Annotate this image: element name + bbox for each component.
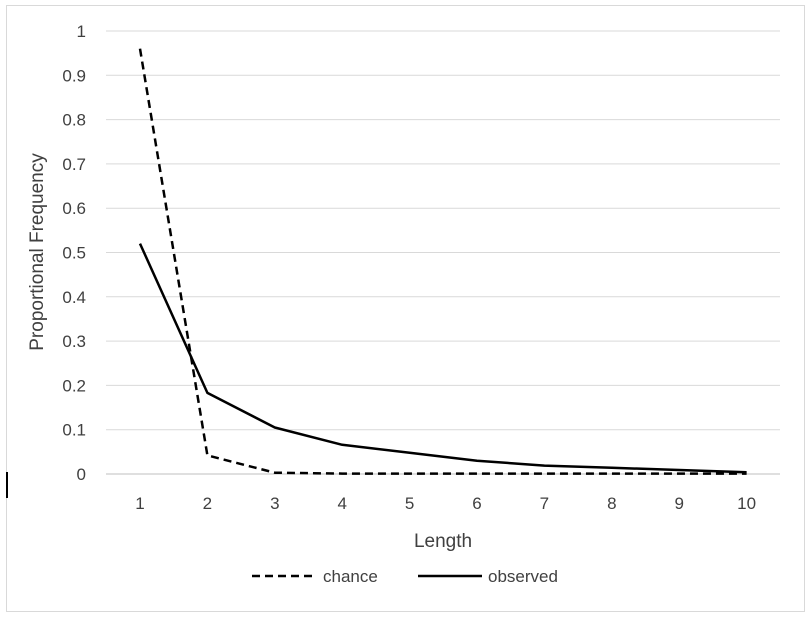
x-tick-label: 9 [674,494,683,513]
series-lines [138,48,747,475]
x-tick-label: 3 [270,494,279,513]
y-tick-label: 0.6 [62,199,86,218]
series-line-chance [138,48,747,475]
legend: chance observed [252,567,558,586]
x-tick-label: 6 [472,494,481,513]
y-tick-label: 0.1 [62,421,86,440]
y-axis-title: Proportional Frequency [27,153,48,351]
series-line-observed [138,243,747,474]
legend-label-observed: observed [488,567,558,586]
x-tick-label: 4 [337,494,346,513]
y-tick-label: 0.5 [62,244,86,263]
y-tick-label: 0.2 [62,376,86,395]
edge-mark [6,472,8,498]
y-tick-label: 0.3 [62,332,86,351]
x-tick-labels: 1 2 3 4 5 6 7 8 9 10 [135,494,756,513]
chart-frame [6,5,805,612]
y-tick-label: 0.4 [62,288,86,307]
y-tick-label: 0.8 [62,111,86,130]
y-tick-labels: 0 0.1 0.2 0.3 0.4 0.5 0.6 0.7 0.8 0.9 1 [62,22,86,484]
x-tick-label: 8 [607,494,616,513]
x-tick-label: 7 [540,494,549,513]
legend-label-chance: chance [323,567,378,586]
x-tick-label: 2 [203,494,212,513]
x-axis-title: Length [414,531,472,552]
x-tick-label: 5 [405,494,414,513]
gridlines [106,30,780,475]
x-tick-label: 10 [737,494,756,513]
y-tick-label: 1 [77,22,86,41]
x-tick-label: 1 [135,494,144,513]
y-tick-label: 0.7 [62,155,86,174]
y-tick-label: 0.9 [62,66,86,85]
y-tick-label: 0 [77,465,86,484]
